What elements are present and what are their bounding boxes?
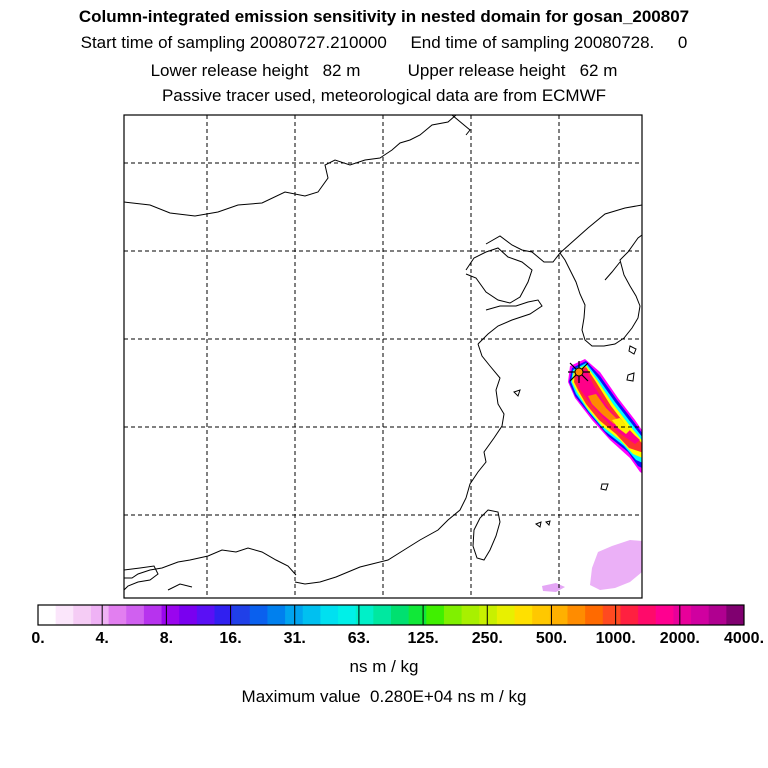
colorbar-frame xyxy=(37,604,745,626)
colorbar-swatch xyxy=(232,605,251,625)
colorbar-swatch xyxy=(391,605,410,625)
plume-yellow-stripe xyxy=(612,418,630,434)
colorbar-swatch xyxy=(726,605,745,625)
coastlines xyxy=(124,115,642,591)
colorbar-swatch xyxy=(126,605,145,625)
colorbar-swatch xyxy=(443,605,463,625)
sampling-time-line: Start time of sampling 20080727.210000 E… xyxy=(80,33,688,52)
faint-sensitivity-patch xyxy=(590,540,642,590)
tracer-info-line: Passive tracer used, meteorological data… xyxy=(161,86,607,105)
colorbar-swatch xyxy=(567,605,586,625)
receptor-marker xyxy=(568,361,590,383)
release-height-line: Lower release height 82 m Upper release … xyxy=(150,61,618,80)
colorbar-swatch xyxy=(320,605,339,625)
colorbar-swatch xyxy=(108,605,127,625)
colorbar-swatch xyxy=(302,605,321,625)
colorbar-tick-label: 250. xyxy=(471,630,503,647)
colorbar-swatch xyxy=(179,605,198,625)
colorbar-tick-label: 2000. xyxy=(659,630,700,647)
colorbar-tick-label: 1000. xyxy=(595,630,636,647)
colorbar-swatch xyxy=(514,605,533,625)
colorbar-swatch xyxy=(90,605,110,625)
colorbar-swatch xyxy=(585,605,604,625)
colorbar-swatch xyxy=(214,605,233,625)
colorbar-tick-label: 8. xyxy=(159,630,174,647)
colorbar-swatch xyxy=(285,605,304,625)
colorbar xyxy=(37,604,745,626)
colorbar-swatch xyxy=(655,605,674,625)
colorbar-swatch xyxy=(38,605,57,625)
colorbar-swatch xyxy=(496,605,516,625)
colorbar-swatch xyxy=(708,605,727,625)
colorbar-tick-label: 16. xyxy=(219,630,242,647)
colorbar-tick-label: 500. xyxy=(535,630,568,647)
colorbar-units: ns m / kg xyxy=(349,657,419,676)
plume-orange-stripe xyxy=(588,394,618,424)
colorbar-swatch xyxy=(338,605,357,625)
map-frame xyxy=(123,114,643,599)
colorbar-tick-label: 125. xyxy=(407,630,439,647)
colorbar-swatch xyxy=(673,605,692,625)
colorbar-swatch xyxy=(73,605,92,625)
colorbar-swatch xyxy=(373,605,392,625)
colorbar-swatch xyxy=(602,605,621,625)
colorbar-swatch xyxy=(161,605,180,625)
colorbar-tick-label: 63. xyxy=(347,630,371,647)
colorbar-tick-label: 0. xyxy=(31,630,45,647)
colorbar-swatch xyxy=(143,605,163,625)
plume-core xyxy=(576,369,640,444)
graticule xyxy=(124,115,642,598)
colorbar-swatch xyxy=(55,605,74,625)
colorbar-swatch xyxy=(355,605,374,625)
colorbar-swatch xyxy=(479,605,498,625)
colorbar-tick-label: 31. xyxy=(283,630,306,647)
colorbar-swatch xyxy=(426,605,445,625)
colorbar-swatch xyxy=(620,605,639,625)
colorbar-swatch xyxy=(408,605,427,625)
plot-title: Column-integrated emission sensitivity i… xyxy=(78,7,690,26)
maximum-value-label: Maximum value 0.280E+04 ns m / kg xyxy=(241,687,527,706)
colorbar-tick-label: 4. xyxy=(95,630,109,647)
map-figure xyxy=(37,114,745,626)
map-area xyxy=(124,115,642,592)
colorbar-swatch xyxy=(267,605,286,625)
colorbar-swatch xyxy=(249,605,268,625)
colorbar-swatch xyxy=(461,605,480,625)
colorbar-swatch xyxy=(196,605,215,625)
colorbar-swatch xyxy=(549,605,568,625)
colorbar-tick-label: 4000. xyxy=(723,630,765,647)
faint-sensitivity-spot xyxy=(542,583,565,592)
colorbar-swatch xyxy=(532,605,551,625)
colorbar-swatch xyxy=(638,605,657,625)
colorbar-swatch xyxy=(691,605,710,625)
